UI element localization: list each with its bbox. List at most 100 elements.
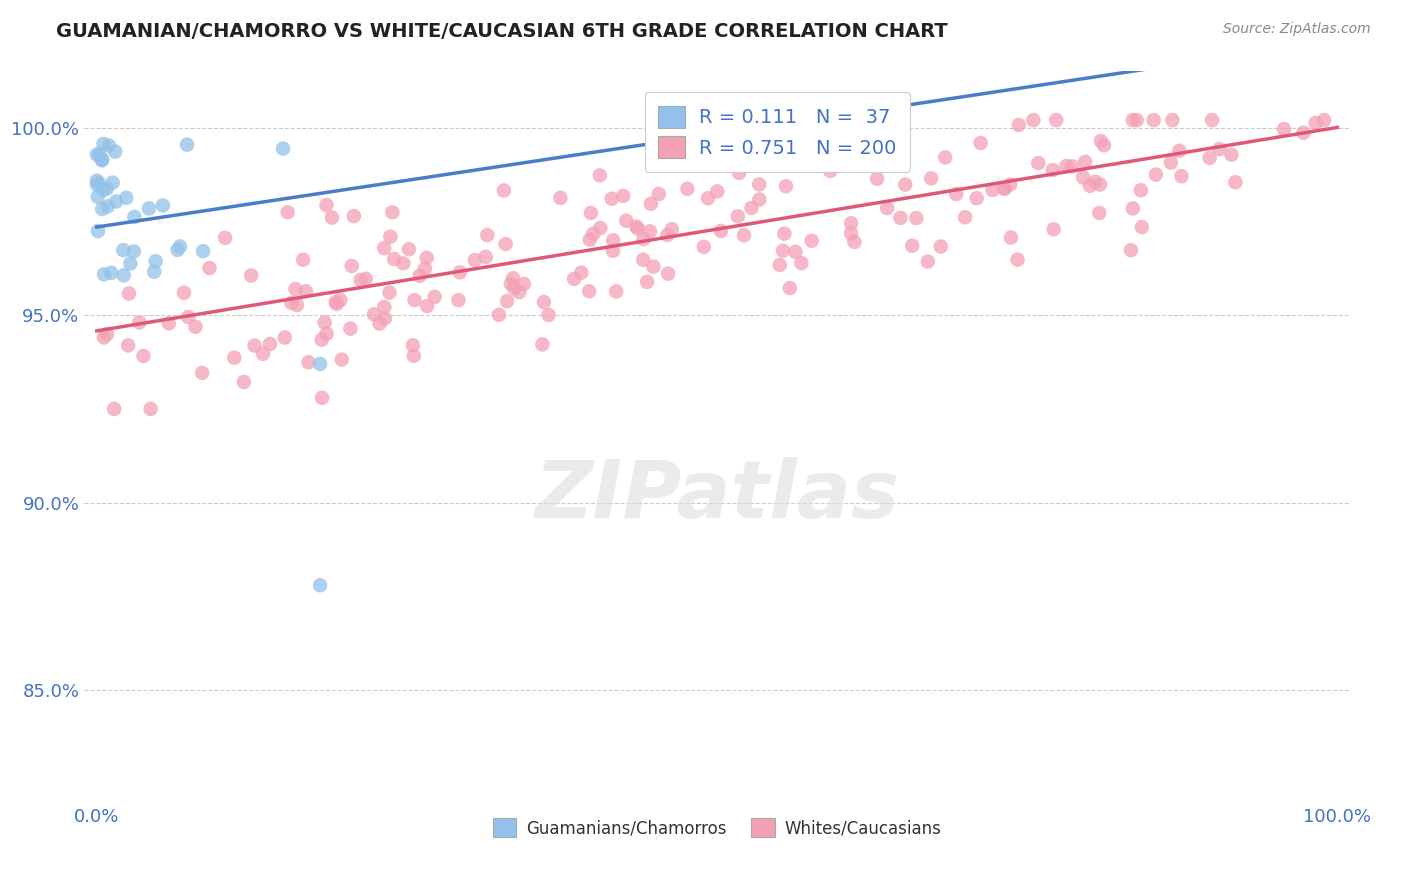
Point	[894, 178, 917, 192]
Point	[398, 242, 420, 256]
Point	[103, 401, 125, 416]
Point	[96, 181, 118, 195]
Point	[676, 182, 699, 196]
Point	[315, 326, 337, 341]
Point	[697, 191, 720, 205]
Point	[101, 176, 124, 190]
Point	[866, 171, 889, 186]
Point	[105, 194, 128, 209]
Point	[115, 191, 138, 205]
Point	[495, 237, 517, 252]
Point	[423, 290, 446, 304]
Point	[589, 221, 612, 235]
Point	[533, 295, 555, 310]
Point	[1160, 155, 1182, 169]
Point	[733, 228, 755, 243]
Point	[311, 333, 333, 347]
Point	[640, 196, 662, 211]
Point	[381, 205, 404, 219]
Point	[636, 275, 658, 289]
Point	[118, 286, 141, 301]
Point	[232, 375, 254, 389]
Point	[1122, 113, 1144, 128]
Point	[966, 191, 988, 205]
Point	[1130, 220, 1153, 235]
Point	[1007, 252, 1029, 267]
Point	[373, 241, 395, 255]
Point	[1022, 113, 1045, 128]
Point	[292, 252, 315, 267]
Point	[844, 235, 866, 249]
Point	[177, 310, 200, 324]
Point	[309, 357, 332, 371]
Point	[562, 272, 585, 286]
Y-axis label: 6th Grade: 6th Grade	[0, 399, 3, 475]
Point	[1198, 151, 1220, 165]
Point	[1088, 206, 1111, 220]
Point	[901, 238, 924, 252]
Point	[374, 311, 396, 326]
Point	[800, 234, 823, 248]
Point	[325, 295, 347, 310]
Point	[314, 315, 336, 329]
Point	[169, 239, 191, 253]
Point	[1292, 126, 1315, 140]
Point	[993, 181, 1015, 195]
Point	[93, 136, 115, 151]
Point	[503, 281, 526, 295]
Point	[120, 256, 142, 270]
Point	[537, 308, 560, 322]
Point	[953, 211, 976, 225]
Text: ZIPatlas: ZIPatlas	[534, 457, 900, 534]
Point	[447, 293, 470, 307]
Point	[1092, 138, 1115, 153]
Point	[693, 240, 716, 254]
Point	[339, 321, 361, 335]
Point	[1220, 148, 1243, 162]
Point	[550, 191, 572, 205]
Point	[285, 298, 308, 312]
Point	[404, 293, 426, 307]
Point	[657, 267, 679, 281]
Point	[1170, 169, 1192, 184]
Point	[648, 186, 671, 201]
Point	[350, 273, 373, 287]
Point	[93, 268, 115, 282]
Point	[981, 183, 1004, 197]
Point	[1208, 142, 1230, 156]
Point	[1074, 154, 1097, 169]
Point	[340, 259, 363, 273]
Point	[998, 178, 1021, 192]
Point	[657, 227, 679, 242]
Point	[579, 206, 602, 220]
Point	[740, 201, 762, 215]
Point	[748, 146, 770, 161]
Point	[661, 222, 683, 236]
Point	[243, 338, 266, 352]
Point	[124, 210, 146, 224]
Point	[402, 338, 425, 352]
Point	[280, 296, 302, 310]
Point	[240, 268, 263, 283]
Point	[98, 138, 121, 153]
Point	[1078, 178, 1101, 193]
Point	[309, 578, 332, 592]
Point	[508, 285, 530, 300]
Point	[905, 211, 928, 225]
Point	[825, 113, 848, 128]
Point	[1161, 113, 1184, 128]
Point	[499, 277, 522, 291]
Point	[271, 142, 294, 156]
Point	[138, 202, 160, 216]
Point	[917, 254, 939, 268]
Point	[184, 319, 207, 334]
Point	[638, 224, 661, 238]
Point	[835, 135, 858, 149]
Point	[1168, 144, 1191, 158]
Point	[415, 251, 437, 265]
Point	[727, 210, 749, 224]
Text: GUAMANIAN/CHAMORRO VS WHITE/CAUCASIAN 6TH GRADE CORRELATION CHART: GUAMANIAN/CHAMORRO VS WHITE/CAUCASIAN 6T…	[56, 22, 948, 41]
Point	[1062, 159, 1084, 173]
Point	[513, 277, 536, 291]
Point	[1225, 175, 1247, 189]
